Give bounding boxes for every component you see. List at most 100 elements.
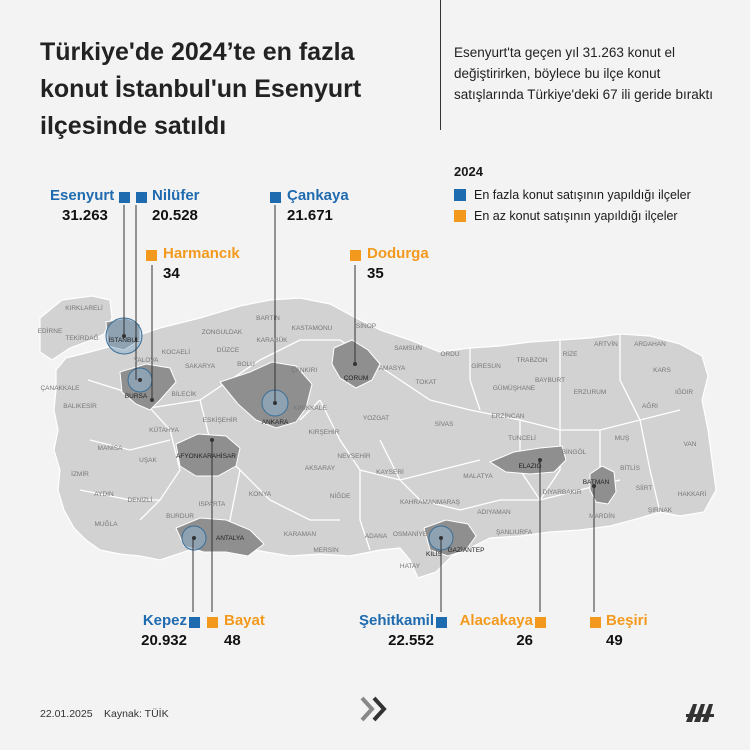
province-label: EDİRNE [38, 326, 63, 335]
province-label: BATMAN [583, 479, 610, 486]
province-label: KIRKLARELİ [65, 303, 103, 312]
district-value: 20.932 [141, 632, 187, 649]
province-label: AKSARAY [305, 465, 336, 472]
legend-swatch-blue [454, 189, 466, 201]
province-label: UŞAK [139, 457, 157, 464]
district-value: 26 [516, 632, 533, 649]
blue-marker-square [270, 192, 281, 203]
province-label: ZONGULDAK [202, 329, 243, 336]
district-name: Beşiri [606, 612, 648, 629]
province-label: BURDUR [166, 513, 194, 520]
district-name: Çankaya [287, 187, 349, 204]
province-label: MARDİN [589, 511, 615, 520]
district-name: Kepez [142, 612, 187, 629]
blue-marker-square [436, 617, 447, 628]
district-value: 49 [606, 632, 623, 649]
province-label: ÇORUM [344, 375, 369, 382]
province-label: IĞDIR [675, 387, 693, 396]
province-label: BİTLİS [620, 463, 641, 472]
province-label: ARTVİN [594, 339, 618, 348]
district-value: 48 [224, 632, 241, 649]
province-label: KIRIKKALE [293, 405, 327, 412]
district-value: 31.263 [62, 207, 108, 224]
page-title: Türkiye'de 2024’te en fazla konut İstanb… [40, 38, 362, 140]
province-label: KIRŞEHİR [309, 427, 340, 436]
province-label: BAYBURT [535, 377, 565, 384]
district-name: Şehitkamil [358, 612, 434, 629]
province-label: SAKARYA [185, 363, 216, 370]
orange-marker-square [146, 250, 157, 261]
orange-marker-square [350, 250, 361, 261]
description: Esenyurt'ta geçen yıl 31.263 konut el de… [454, 45, 713, 102]
province-batman-highlight [589, 465, 617, 505]
province-label: İSTANBUL [108, 335, 140, 344]
province-label: KARS [653, 367, 671, 374]
district-label-dodurga: Dodurga 35 [367, 245, 429, 282]
province-label: RİZE [563, 349, 578, 358]
district-value: 21.671 [287, 207, 333, 224]
district-name: Dodurga [367, 245, 429, 262]
chevron-right-icon[interactable] [358, 694, 392, 724]
province-label: ŞIRNAK [648, 507, 673, 514]
province-label: KONYA [249, 491, 272, 498]
province-label: VAN [684, 441, 697, 448]
province-label: GAZİANTEP [448, 545, 485, 554]
province-label: NİĞDE [330, 491, 351, 500]
district-label-bayat: Bayat 48 [224, 612, 265, 649]
province-label: MANİSA [98, 443, 124, 452]
district-value: 20.528 [152, 207, 198, 224]
district-name: Nilüfer [152, 187, 200, 204]
province-label: GİRESUN [471, 361, 501, 370]
legend-item-least: En az konut satışının yapıldığı ilçeler [454, 209, 678, 223]
province-label: AMASYA [379, 365, 406, 372]
legend-item-most: En fazla konut satışının yapıldığı ilçel… [454, 188, 691, 202]
province-label: MALATYA [463, 473, 493, 480]
map-boundaries [79, 334, 681, 551]
province-label: BALIKESİR [63, 401, 97, 410]
publish-date: 22.01.2025 [40, 708, 93, 720]
province-label: AYDIN [94, 491, 114, 498]
district-label-nilufer: Nilüfer 20.528 [152, 187, 200, 224]
province-label: KİLİS [426, 549, 443, 558]
district-name: Harmancık [163, 245, 240, 262]
province-label: MUŞ [615, 435, 630, 442]
source-credit: Kaynak: TÜİK [104, 708, 169, 720]
province-label: BURSA [125, 393, 148, 400]
province-label: ERZİNCAN [491, 411, 525, 420]
legend-swatch-orange [454, 210, 466, 222]
legend-year: 2024 [454, 164, 483, 179]
province-afyonkarahisar-highlight [175, 433, 241, 477]
district-value: 35 [367, 265, 384, 282]
province-label: SİİRT [636, 483, 653, 492]
agency-logo-icon [686, 704, 714, 722]
district-label-cankaya: Çankaya 21.671 [287, 187, 349, 224]
district-label-kepez: Kepez 20.932 [124, 612, 187, 649]
leader-lines [123, 205, 595, 612]
orange-marker-square [207, 617, 218, 628]
province-label: ESKİŞEHİR [203, 415, 238, 424]
province-label: SİNOP [356, 321, 376, 330]
province-label: HAKKARİ [678, 489, 707, 498]
province-label: KARAMAN [284, 531, 316, 538]
blue-marker-square [136, 192, 147, 203]
province-label: SAMSUN [394, 345, 422, 352]
province-label: BOLU [237, 361, 255, 368]
province-label: MUĞLA [94, 519, 118, 528]
blue-marker-square [189, 617, 200, 628]
province-label: ADIYAMAN [477, 509, 511, 516]
province-label: DENİZLİ [128, 495, 153, 504]
province-labels: KIRKLARELİ EDİRNE TEKİRDAĞ İSTANBUL ÇANA… [38, 303, 707, 570]
province-label: ISPARTA [199, 501, 226, 508]
province-label: DÜZCE [217, 346, 240, 354]
blue-marker-square [119, 192, 130, 203]
province-label: DİYARBAKIR [543, 487, 582, 496]
province-label: KARABÜK [256, 336, 288, 344]
district-label-alacakaya: Alacakaya 26 [455, 612, 533, 649]
leader-dots [122, 334, 596, 540]
province-label: ERZURUM [574, 389, 607, 396]
legend-label-least: En az konut satışının yapıldığı ilçeler [474, 209, 678, 223]
province-label: TUNCELİ [508, 433, 536, 442]
province-label: BARTIN [256, 315, 280, 322]
province-label: İZMİR [71, 469, 89, 478]
district-label-sehitkamil: Şehitkamil 22.552 [354, 612, 434, 649]
